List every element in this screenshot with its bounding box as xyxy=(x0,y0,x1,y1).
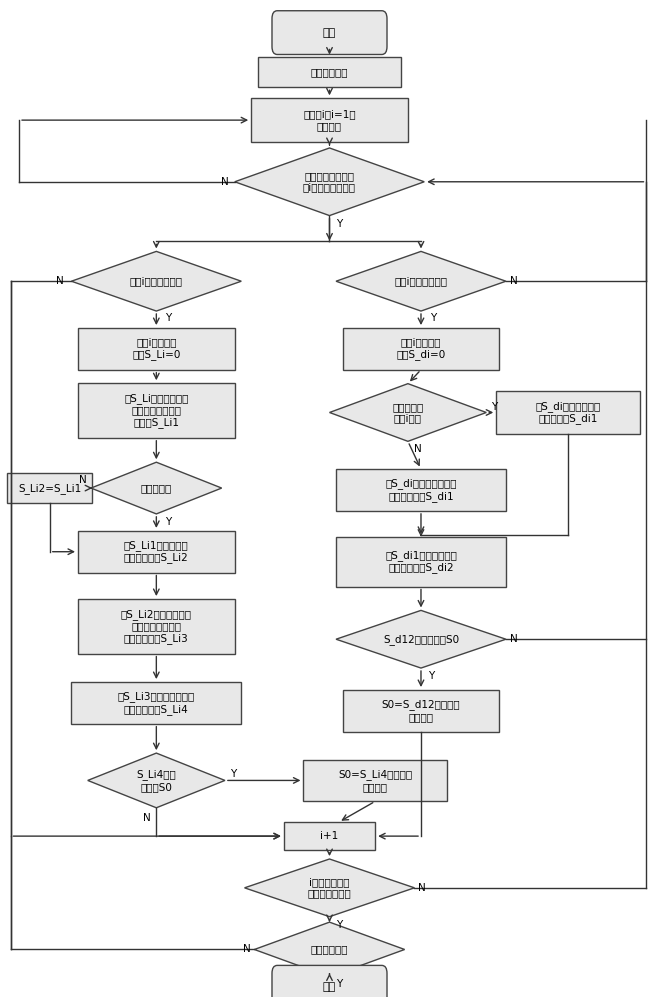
Text: i大于需要分配
集卡的岸桥数量: i大于需要分配 集卡的岸桥数量 xyxy=(308,877,351,899)
FancyBboxPatch shape xyxy=(272,965,387,1000)
Text: 求S_Li2与集装箱数量
乘以集卡到同一箱
区的权重之和S_Li3: 求S_Li2与集装箱数量 乘以集卡到同一箱 区的权重之和S_Li3 xyxy=(121,609,192,644)
Bar xyxy=(258,57,401,87)
Polygon shape xyxy=(254,922,405,977)
Text: N: N xyxy=(56,276,63,286)
Text: 所有任务完成: 所有任务完成 xyxy=(311,944,348,954)
Polygon shape xyxy=(91,462,221,514)
Polygon shape xyxy=(88,753,225,808)
Bar xyxy=(78,531,235,573)
Text: Y: Y xyxy=(165,313,171,323)
Text: N: N xyxy=(221,177,229,187)
Bar xyxy=(303,760,447,801)
Bar xyxy=(336,537,506,587)
Text: N: N xyxy=(79,475,87,485)
Bar xyxy=(496,391,640,434)
Text: 结束: 结束 xyxy=(323,982,336,992)
Text: 求S_di1与堆放集装箱
乘以权重之和S_di2: 求S_di1与堆放集装箱 乘以权重之和S_di2 xyxy=(385,550,457,573)
Text: Y: Y xyxy=(230,769,236,779)
Text: 岸桥i初始装载
积分S_Li=0: 岸桥i初始装载 积分S_Li=0 xyxy=(132,338,181,360)
FancyBboxPatch shape xyxy=(272,11,387,54)
Text: 集卡在堆场: 集卡在堆场 xyxy=(141,483,172,493)
Bar xyxy=(78,599,235,654)
Polygon shape xyxy=(336,610,506,668)
Bar xyxy=(71,682,241,724)
Text: 开始: 开始 xyxy=(323,28,336,38)
Text: i+1: i+1 xyxy=(320,831,339,841)
Text: 求S_Li与堆放的要装
载的集装箱乘以权
重之和S_Li1: 求S_Li与堆放的要装 载的集装箱乘以权 重之和S_Li1 xyxy=(124,393,188,428)
Bar xyxy=(284,822,375,850)
Text: N: N xyxy=(414,444,422,454)
Bar xyxy=(7,473,92,503)
Bar xyxy=(251,98,408,142)
Polygon shape xyxy=(71,251,241,311)
Text: N: N xyxy=(510,276,518,286)
Text: S_Li4大于
初始值S0: S_Li4大于 初始值S0 xyxy=(136,769,176,792)
Polygon shape xyxy=(330,384,486,441)
Bar xyxy=(78,328,235,370)
Text: S_Li2=S_Li1: S_Li2=S_Li1 xyxy=(18,483,82,494)
Text: S0=S_Li4，集卡做
装载操作: S0=S_Li4，集卡做 装载操作 xyxy=(338,769,413,792)
Text: N: N xyxy=(418,883,426,893)
Bar xyxy=(78,383,235,438)
Bar xyxy=(343,328,500,370)
Text: Y: Y xyxy=(336,219,343,229)
Text: 求S_Li3与集卡行驶距离
乘以权重之和S_Li4: 求S_Li3与集卡行驶距离 乘以权重之和S_Li4 xyxy=(118,691,195,715)
Text: S0=S_d12，集卡做
卸载操作: S0=S_d12，集卡做 卸载操作 xyxy=(382,700,460,722)
Text: 给岸桥i（i=1）
分配集卡: 给岸桥i（i=1） 分配集卡 xyxy=(303,109,356,131)
Text: Y: Y xyxy=(491,402,498,412)
Text: 岸桥i初始卸载
积分S_di=0: 岸桥i初始卸载 积分S_di=0 xyxy=(396,338,445,360)
Polygon shape xyxy=(336,251,506,311)
Text: Y: Y xyxy=(165,517,171,527)
Text: 岸桥i存在装卸任务: 岸桥i存在装卸任务 xyxy=(130,276,183,286)
Bar xyxy=(336,469,506,511)
Text: N: N xyxy=(142,813,150,823)
Text: 岸桥i存在卸载任务: 岸桥i存在卸载任务 xyxy=(395,276,447,286)
Text: 求S_Li1与场桥卸载
操作积分之和S_Li2: 求S_Li1与场桥卸载 操作积分之和S_Li2 xyxy=(124,540,188,563)
Text: N: N xyxy=(510,634,518,644)
Text: Y: Y xyxy=(336,979,343,989)
Text: 求S_di与岸桥装载操
作积分之和S_di1: 求S_di与岸桥装载操 作积分之和S_di1 xyxy=(535,401,600,424)
Text: S_d12大于初始值S0: S_d12大于初始值S0 xyxy=(383,634,459,645)
Text: 分配集卡数小于岸
桥i应分配的集卡数: 分配集卡数小于岸 桥i应分配的集卡数 xyxy=(303,171,356,193)
Bar xyxy=(343,690,500,732)
Polygon shape xyxy=(244,859,415,917)
Text: Y: Y xyxy=(428,671,434,681)
Text: Y: Y xyxy=(430,313,436,323)
Text: 集卡开始工作: 集卡开始工作 xyxy=(311,67,348,77)
Text: 求S_di与集卡行驶距离
乘以权重之和S_di1: 求S_di与集卡行驶距离 乘以权重之和S_di1 xyxy=(386,478,457,502)
Text: N: N xyxy=(243,944,250,954)
Text: Y: Y xyxy=(336,920,343,930)
Text: 当前集卡在
岸桥i卸载: 当前集卡在 岸桥i卸载 xyxy=(392,402,424,423)
Polygon shape xyxy=(235,148,424,216)
